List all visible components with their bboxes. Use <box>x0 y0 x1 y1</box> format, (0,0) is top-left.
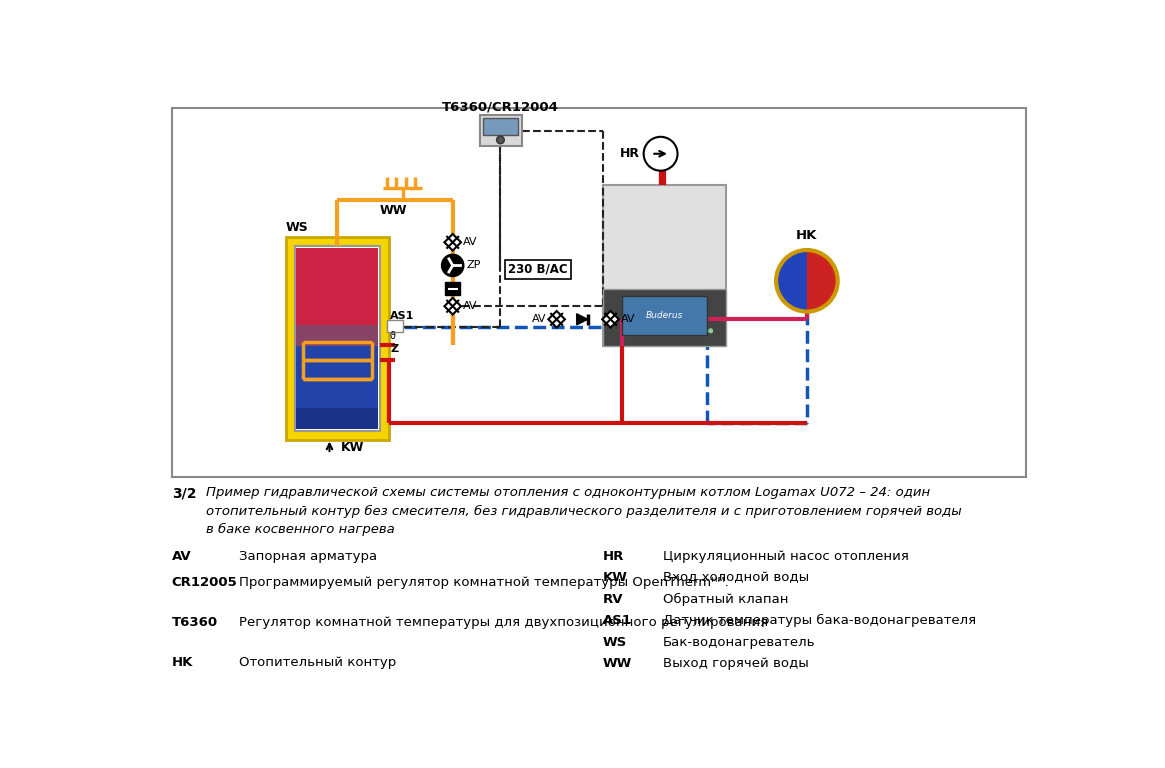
Polygon shape <box>444 234 461 250</box>
Bar <box>602 289 726 346</box>
Polygon shape <box>549 311 565 328</box>
Circle shape <box>442 255 464 276</box>
Wedge shape <box>807 250 838 312</box>
Text: AS1: AS1 <box>602 614 631 627</box>
Bar <box>445 283 460 295</box>
Text: HK: HK <box>796 230 818 243</box>
Text: 3/2: 3/2 <box>171 486 196 501</box>
Text: T6360/CR12004: T6360/CR12004 <box>442 101 559 114</box>
Wedge shape <box>776 250 807 312</box>
Text: Выход горячей воды: Выход горячей воды <box>663 657 809 670</box>
Text: Обратный клапан: Обратный клапан <box>663 593 789 606</box>
Bar <box>296 325 377 346</box>
Text: Пример гидравлической схемы системы отопления с одноконтурным котлом Logamax U07: Пример гидравлической схемы системы отоп… <box>206 486 962 535</box>
Text: CR12005: CR12005 <box>171 576 238 589</box>
Text: ZP: ZP <box>466 260 481 270</box>
Text: Z: Z <box>390 344 398 354</box>
Text: WW: WW <box>602 657 633 670</box>
Circle shape <box>708 329 713 333</box>
Bar <box>387 320 403 333</box>
Text: HR: HR <box>620 147 640 161</box>
Text: AS1: AS1 <box>390 311 415 321</box>
Bar <box>295 247 380 431</box>
Text: Бак-водонагреватель: Бак-водонагреватель <box>663 636 816 649</box>
Text: RV: RV <box>602 593 623 606</box>
Text: Buderus: Buderus <box>645 311 683 320</box>
Polygon shape <box>602 311 619 328</box>
Circle shape <box>643 137 678 170</box>
Text: 230 В/AC: 230 В/AC <box>508 263 567 276</box>
Bar <box>480 115 522 146</box>
Text: WW: WW <box>380 204 407 217</box>
Text: Циркуляционный насос отопления: Циркуляционный насос отопления <box>663 550 909 562</box>
Text: Программируемый регулятор комнатной температуры OpenThermᴴᴹ.: Программируемый регулятор комнатной темп… <box>239 576 729 589</box>
Text: AV: AV <box>621 314 636 324</box>
Polygon shape <box>444 298 461 315</box>
Text: WS: WS <box>602 636 627 649</box>
Bar <box>285 237 389 440</box>
Text: Отопительный контур: Отопительный контур <box>239 656 396 669</box>
Bar <box>171 108 1026 477</box>
Text: HK: HK <box>171 656 193 669</box>
Text: Датчик температуры бака-водонагревателя: Датчик температуры бака-водонагревателя <box>663 614 976 627</box>
Text: WS: WS <box>285 221 309 233</box>
Text: ϑ: ϑ <box>389 331 396 341</box>
Bar <box>296 248 377 325</box>
Bar <box>622 296 707 335</box>
Bar <box>296 408 377 429</box>
Text: Вход холодной воды: Вход холодной воды <box>663 571 809 584</box>
Text: KW: KW <box>602 571 628 584</box>
Text: KW: KW <box>341 442 365 455</box>
Bar <box>296 346 377 429</box>
Circle shape <box>708 329 713 333</box>
Text: AV: AV <box>171 550 191 562</box>
Text: HR: HR <box>602 550 624 562</box>
Bar <box>602 184 726 346</box>
Polygon shape <box>577 314 588 325</box>
Circle shape <box>708 329 713 333</box>
Text: Запорная арматура: Запорная арматура <box>239 550 377 562</box>
Text: AV: AV <box>531 314 546 324</box>
Bar <box>483 118 518 135</box>
Text: AV: AV <box>464 237 478 247</box>
Text: AV: AV <box>464 301 478 311</box>
Text: Регулятор комнатной температуры для двухпозиционного регулирования: Регулятор комнатной температуры для двух… <box>239 616 769 629</box>
Circle shape <box>496 136 504 144</box>
Text: T6360: T6360 <box>171 616 218 629</box>
